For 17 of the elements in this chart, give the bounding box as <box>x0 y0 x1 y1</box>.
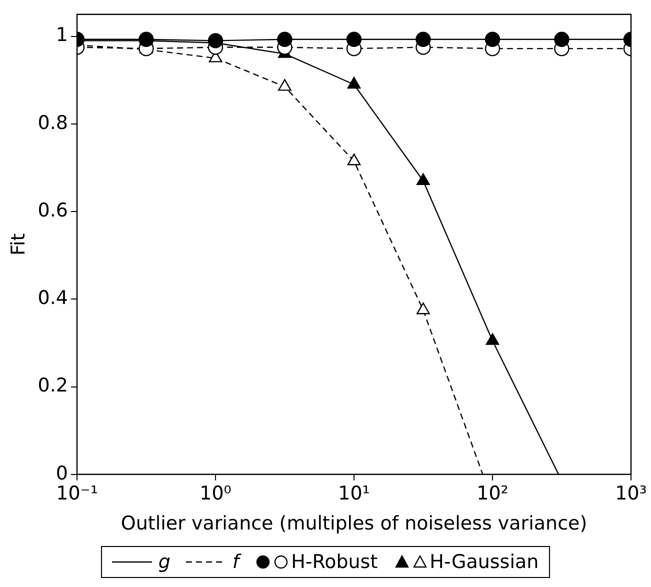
legend-label: H-Robust <box>291 551 378 573</box>
text: f <box>232 551 240 573</box>
y-tick-label: 0.4 <box>38 287 68 310</box>
y-tick-label: 0.6 <box>38 199 68 222</box>
y-axis-title: Fit <box>7 233 30 256</box>
legend-label: H-Gaussian <box>430 551 539 573</box>
x-tick-label: 10² <box>476 482 508 505</box>
y-tick-label: 0 <box>56 462 68 484</box>
y-tick-label: 0.8 <box>38 112 68 134</box>
x-tick-label: 10⁰ <box>200 482 232 505</box>
y-tick-label: 1 <box>56 24 68 46</box>
x-tick-label: 10³ <box>615 482 647 505</box>
text: g <box>158 551 170 573</box>
y-tick-label: 0.2 <box>38 374 68 397</box>
x-tick-label: 10¹ <box>338 482 370 505</box>
x-axis-title: Outlier variance (multiples of noiseless variance) <box>120 512 588 535</box>
x-tick-label: 10⁻¹ <box>56 482 98 505</box>
